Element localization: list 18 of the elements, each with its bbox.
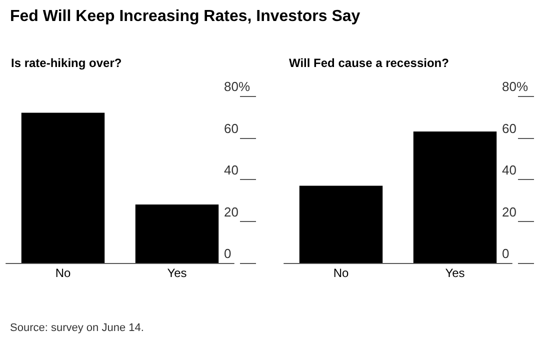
x-tick-label: No xyxy=(333,266,349,280)
chart-title: Will Fed cause a recession? xyxy=(289,56,449,70)
chart-title: Fed Will Keep Increasing Rates, Investors Say xyxy=(10,8,360,26)
chart-subtitle: Is rate-hiking over? xyxy=(11,56,122,70)
x-tick-label: Yes xyxy=(167,266,187,280)
y-tick-label: 40 xyxy=(502,162,516,178)
y-tick-label: 0 xyxy=(224,246,232,261)
x-tick-label: Yes xyxy=(445,266,465,280)
source-note: Source: survey on June 14. xyxy=(10,322,144,334)
y-tick-label: 20 xyxy=(224,204,238,220)
x-tick-label: No xyxy=(55,266,71,280)
y-tick-label: 80% xyxy=(502,79,528,94)
y-tick-label: 20 xyxy=(502,204,516,220)
y-tick-label: 60 xyxy=(224,120,238,136)
y-tick-label: 60 xyxy=(502,120,516,136)
y-tick-label: 40 xyxy=(224,162,238,178)
y-tick-label: 0 xyxy=(502,246,510,261)
y-tick-label: 80% xyxy=(224,79,250,94)
